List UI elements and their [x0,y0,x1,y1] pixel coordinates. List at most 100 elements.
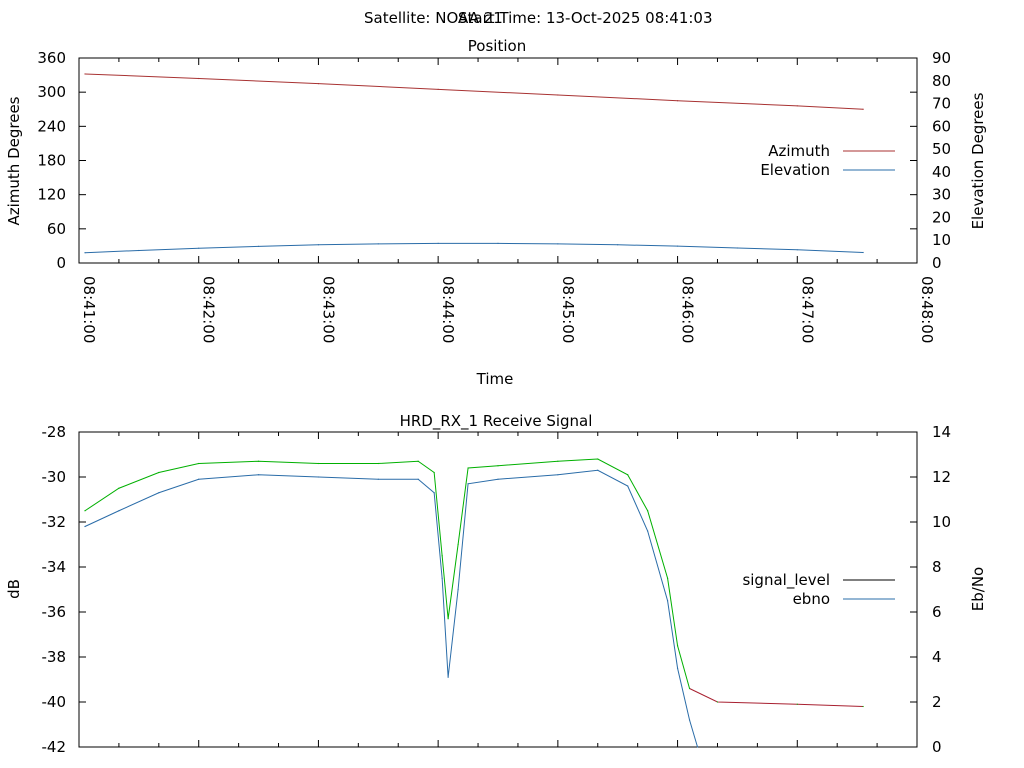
data-point-ebno [627,485,629,487]
data-point-signal_level [118,487,120,489]
data-point-ebno [467,483,469,485]
x-tick-label: 08:46:00 [679,276,697,343]
y-tick-label: -42 [42,738,67,756]
y-tick-label: -36 [42,603,67,621]
y2-tick-label: 50 [932,140,951,158]
signal-series [84,458,864,748]
y2-tick-label: 12 [932,468,951,486]
data-point-ebno [666,600,669,602]
data-point-ebno [696,746,699,748]
data-point-signal_level [158,471,160,474]
data-point-ebno [317,476,320,478]
x-tick-label: 08:47:00 [798,276,816,343]
series-line-ebno [84,469,699,748]
data-point-signal_level [198,462,200,465]
legend-label-azimuth: Azimuth [768,142,830,160]
legend-label-elevation: Elevation [760,161,830,179]
x-tick-label: 08:44:00 [439,276,457,343]
signal-x-axis [78,432,918,747]
data-point-Azimuth [437,88,439,90]
signal-chart-title: HRD_RX_1 Receive Signal [400,412,593,431]
data-point-signal_level [433,471,435,474]
data-point-Elevation [257,245,260,247]
data-point-signal_level [447,618,449,620]
x-tick-label: 08:42:00 [200,276,218,343]
legend-label-ebno: ebno [793,590,830,608]
data-point-signal_level [417,460,419,462]
y-tick-label: 0 [56,254,66,272]
data-point-Elevation [437,242,439,245]
x-tick-label: 08:48:00 [918,276,936,343]
y-tick-label: 240 [37,117,66,135]
y2-tick-label: 8 [932,558,942,576]
data-point-Elevation [377,243,379,245]
series-line-Elevation [84,242,864,254]
y-tick-label: -30 [42,468,67,486]
position-chart-title: Position [468,37,526,55]
signal-y2-axis: 0 2 4 6 8 10 12 14 [932,423,951,756]
data-point-ebno [158,492,160,494]
data-point-signal_level [84,510,86,512]
y2-tick-label: 0 [932,738,942,756]
data-point-signal_level [467,467,469,469]
x-tick-label: 08:41:00 [80,276,98,343]
data-point-ebno [457,588,459,591]
data-point-Azimuth [862,108,864,110]
y-tick-label: -40 [42,693,67,711]
y2-tick-label: 60 [932,117,951,135]
position-y-axis: 0 60 120 180 240 300 360 [37,49,917,272]
y-tick-label: 120 [37,186,66,204]
legend-label-signal-level: signal_level [742,571,830,590]
data-point-ebno [84,525,86,528]
data-point-ebno [557,474,559,476]
data-point-signal_level [627,474,629,476]
y-tick-label: 60 [47,220,66,238]
data-point-Elevation [617,244,619,246]
position-y-axis-label: Azimuth Degrees [5,96,23,225]
y-tick-label: -38 [42,648,67,666]
data-point-signal_level [497,465,499,467]
signal-legend: signal_level ebno [742,571,895,608]
data-point-Azimuth [317,83,320,85]
y-tick-label: 300 [37,83,66,101]
data-point-ebno [433,492,435,494]
y2-tick-label: 20 [932,208,951,226]
satellite-label: Satellite: NOAA 21 [364,9,503,27]
position-legend: Azimuth Elevation [760,142,895,179]
y2-tick-label: 10 [932,513,951,531]
signal-plot-frame [78,431,918,748]
y2-tick-label: 14 [932,423,951,441]
data-point-signal_level [597,458,599,460]
data-point-signal_level [377,462,379,465]
data-point-Elevation [497,242,499,245]
y-tick-label: 360 [37,49,66,67]
position-series [84,73,864,254]
data-point-Elevation [736,247,739,249]
y2-tick-label: 70 [932,95,951,113]
data-point-Elevation [676,245,679,247]
series-line-signal_level-lower [689,688,864,707]
data-point-Elevation [557,243,559,245]
data-point-signal_level [716,701,719,703]
data-point-signal_level [257,460,260,462]
series-line-signal_level-upper [84,458,691,689]
data-point-ebno [441,577,443,579]
y2-tick-label: 80 [932,72,951,90]
data-point-signal_level [457,543,459,546]
data-point-ebno [257,474,260,476]
data-point-ebno [597,469,599,471]
data-point-ebno [647,530,649,532]
data-point-ebno [377,478,379,480]
data-point-ebno [497,478,499,480]
data-point-Azimuth [198,77,200,80]
data-point-ebno [118,510,120,512]
y2-tick-label: 4 [932,648,942,666]
signal-y2-axis-label: Eb/No [969,567,987,611]
start-time-label: Start Time: 13-Oct-2025 08:41:03 [458,9,713,27]
data-point-signal_level [676,645,679,647]
position-y2-axis: 0 10 20 30 40 50 60 70 80 90 [932,49,951,272]
y2-tick-label: 40 [932,163,951,181]
y-tick-label: 180 [37,152,66,170]
data-point-ebno [676,667,679,669]
data-point-Elevation [138,249,140,252]
